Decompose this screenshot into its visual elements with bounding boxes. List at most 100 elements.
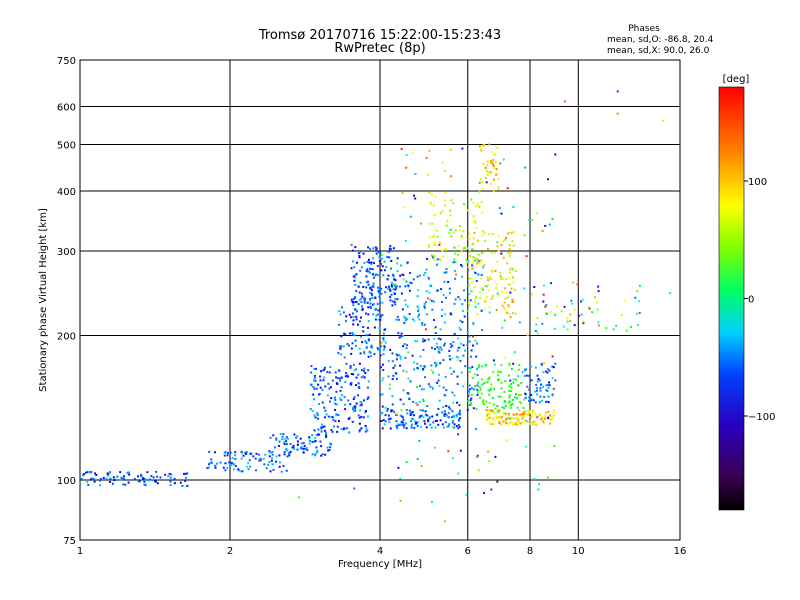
scatter-point <box>384 414 387 417</box>
scatter-point <box>376 302 379 305</box>
scatter-point <box>432 421 435 424</box>
scatter-point <box>449 291 451 294</box>
scatter-point <box>271 457 273 460</box>
scatter-point <box>480 148 482 151</box>
scatter-point <box>452 401 455 404</box>
scatter-point <box>471 243 474 246</box>
scatter-point <box>352 408 354 411</box>
scatter-point <box>472 323 475 326</box>
scatter-point <box>478 190 481 193</box>
scatter-point <box>597 321 600 324</box>
scatter-point <box>439 212 442 215</box>
scatter-point <box>385 286 387 289</box>
scatter-point <box>551 377 554 380</box>
scatter-point <box>349 366 352 369</box>
scatter-point <box>445 249 447 251</box>
scatter-point <box>334 398 337 401</box>
colorbar-tick-label: −100 <box>748 412 775 423</box>
scatter-point <box>426 405 429 408</box>
scatter-point <box>498 421 501 424</box>
scatter-point <box>482 230 485 233</box>
scatter-point <box>488 460 491 462</box>
scatter-point <box>367 320 370 323</box>
scatter-point <box>340 399 343 401</box>
scatter-point <box>502 412 505 415</box>
scatter-point <box>427 338 430 341</box>
scatter-point <box>485 170 488 173</box>
scatter-point <box>543 362 545 365</box>
scatter-point <box>340 376 343 379</box>
scatter-point <box>481 187 484 189</box>
scatter-point <box>505 439 508 442</box>
scatter-point <box>280 470 283 473</box>
scatter-point <box>490 387 492 390</box>
scatter-point <box>352 301 354 303</box>
scatter-point <box>343 332 346 335</box>
scatter-point <box>391 352 394 355</box>
scatter-point <box>466 247 468 250</box>
stats-heading: Phases <box>628 24 660 34</box>
scatter-point <box>313 387 316 390</box>
scatter-point <box>355 344 357 347</box>
scatter-point <box>470 397 473 400</box>
scatter-point <box>476 456 478 458</box>
scatter-point <box>422 400 425 402</box>
scatter-point <box>90 477 93 480</box>
scatter-point <box>391 304 394 307</box>
scatter-point <box>299 437 302 440</box>
scatter-point <box>370 289 373 292</box>
scatter-point <box>269 451 272 454</box>
stats-line-x: mean, sd,X: 90.0, 26.0 <box>607 46 710 56</box>
scatter-point <box>574 308 577 311</box>
scatter-point <box>509 315 512 318</box>
scatter-point <box>425 328 428 331</box>
scatter-point <box>328 449 331 451</box>
scatter-point <box>367 355 370 358</box>
scatter-point <box>379 262 382 265</box>
scatter-point <box>385 256 388 259</box>
scatter-point <box>593 296 596 299</box>
scatter-point <box>512 362 515 365</box>
scatter-point <box>493 412 496 415</box>
scatter-point <box>382 336 385 339</box>
scatter-point <box>488 416 491 419</box>
scatter-point <box>389 296 392 299</box>
scatter-point <box>296 443 299 446</box>
scatter-point <box>363 301 366 304</box>
scatter-point <box>367 396 370 399</box>
scatter-point <box>508 396 511 399</box>
scatter-point <box>183 472 185 475</box>
scatter-point <box>228 461 231 464</box>
scatter-point <box>431 346 433 349</box>
scatter-point <box>240 457 243 460</box>
scatter-point <box>335 390 338 393</box>
scatter-point <box>472 201 475 204</box>
scatter-point <box>462 344 465 347</box>
scatter-point <box>547 387 550 390</box>
scatter-point <box>386 409 389 412</box>
scatter-point <box>367 313 370 316</box>
x-axis-label: Frequency [MHz] <box>338 559 422 570</box>
scatter-point <box>234 454 237 457</box>
scatter-point <box>126 471 129 474</box>
scatter-point <box>635 312 638 315</box>
scatter-point <box>480 287 483 289</box>
scatter-point <box>465 258 468 261</box>
scatter-point <box>474 301 477 304</box>
scatter-point <box>355 384 357 387</box>
scatter-point <box>488 143 491 146</box>
scatter-point <box>365 281 368 284</box>
scatter-point <box>464 299 466 302</box>
scatter-point <box>518 364 521 367</box>
scatter-point <box>403 424 406 427</box>
scatter-point <box>470 277 473 280</box>
scatter-point <box>363 298 366 300</box>
scatter-point <box>434 244 437 247</box>
scatter-point <box>487 389 490 392</box>
scatter-point <box>487 450 490 453</box>
scatter-point <box>450 235 453 238</box>
scatter-point <box>268 455 271 458</box>
scatter-point <box>296 435 299 438</box>
scatter-point <box>308 437 311 440</box>
scatter-point <box>469 399 472 402</box>
